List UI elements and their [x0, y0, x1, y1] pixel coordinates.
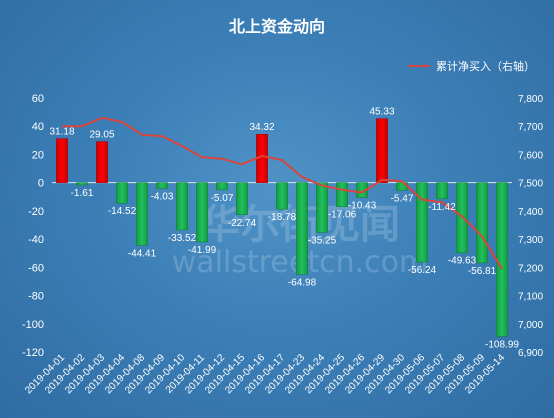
- legend-label: 累计净买入（右轴）: [436, 59, 535, 73]
- bar: [236, 182, 248, 216]
- y2-tick-label: 7,100: [518, 292, 543, 303]
- data-label: -4.03: [151, 191, 174, 202]
- y-tick-label: -80: [28, 291, 44, 303]
- data-label: -22.74: [228, 218, 257, 229]
- bar: [296, 182, 308, 275]
- bar: [196, 182, 208, 243]
- bar: [416, 182, 428, 263]
- data-label: -56.24: [408, 265, 437, 276]
- bar: [436, 182, 448, 200]
- bar-series: [56, 118, 508, 337]
- y-tick-label: -120: [22, 347, 44, 359]
- bar: [476, 182, 488, 264]
- data-label: -1.61: [71, 188, 94, 199]
- bar: [216, 182, 228, 191]
- bar: [76, 182, 88, 186]
- y-axis-left: 60 40 20 0 -20 -40 -60 -80 -100 -120: [22, 93, 44, 359]
- bar: [336, 182, 348, 207]
- data-label: 31.18: [49, 127, 74, 138]
- y2-tick-label: 7,600: [518, 150, 543, 161]
- data-label: -44.41: [128, 248, 157, 259]
- y2-tick-label: 7,000: [518, 320, 543, 331]
- bar: [376, 118, 388, 183]
- cumulative-line: [62, 116, 503, 270]
- data-label: -64.98: [288, 277, 317, 288]
- bar: [316, 182, 328, 233]
- data-label: -17.06: [328, 210, 357, 221]
- y2-tick-label: 7,300: [518, 235, 543, 246]
- y-axis-right: 7,800 7,700 7,600 7,500 7,400 7,300 7,200 7,100…: [518, 94, 543, 359]
- y-tick-label: 60: [32, 93, 44, 105]
- data-label: -41.99: [188, 245, 217, 256]
- data-label: -10.43: [348, 200, 377, 211]
- data-label: 45.33: [369, 107, 394, 118]
- bar: [96, 141, 108, 183]
- data-labels: 31.18-1.6129.05-14.52-44.41-4.03-33.52-4…: [49, 107, 519, 351]
- data-label: -108.99: [485, 339, 519, 350]
- y-tick-label: -60: [28, 262, 44, 274]
- y2-tick-label: 7,800: [518, 94, 543, 105]
- bar: [116, 182, 128, 204]
- y-tick-label: 0: [38, 178, 44, 190]
- data-label: -35.25: [308, 235, 337, 246]
- data-label: -18.78: [268, 212, 297, 223]
- bar: [276, 182, 288, 210]
- bar: [136, 182, 148, 246]
- y-tick-label: 40: [32, 121, 44, 133]
- y-tick-label: -100: [22, 319, 44, 331]
- y-tick-label: -20: [28, 206, 44, 218]
- y-tick-label: 20: [32, 149, 44, 161]
- data-label: -5.47: [391, 193, 414, 204]
- bar: [56, 138, 68, 183]
- bar: [156, 182, 168, 189]
- y-tick-label: -40: [28, 234, 44, 246]
- legend: 累计净买入（右轴）: [408, 59, 535, 73]
- data-label: 29.05: [89, 130, 114, 141]
- chart-title: 北上资金动向: [229, 17, 325, 36]
- data-label: -14.52: [108, 206, 137, 217]
- y2-tick-label: 7,500: [518, 179, 543, 190]
- y2-tick-label: 6,900: [518, 348, 543, 359]
- y2-tick-label: 7,400: [518, 207, 543, 218]
- data-label: -49.63: [448, 256, 477, 267]
- data-label: -5.07: [211, 193, 234, 204]
- data-label: -56.81: [468, 266, 497, 277]
- x-axis: 2019-04-012019-04-022019-04-032019-04-04…: [23, 352, 507, 396]
- data-label: -33.52: [168, 233, 197, 244]
- data-label: 34.32: [249, 122, 274, 133]
- line-series: [62, 116, 503, 270]
- data-label: -11.42: [428, 202, 456, 213]
- bar: [176, 182, 188, 231]
- y2-tick-label: 7,700: [518, 122, 543, 133]
- y2-tick-label: 7,200: [518, 263, 543, 274]
- bar: [496, 182, 508, 337]
